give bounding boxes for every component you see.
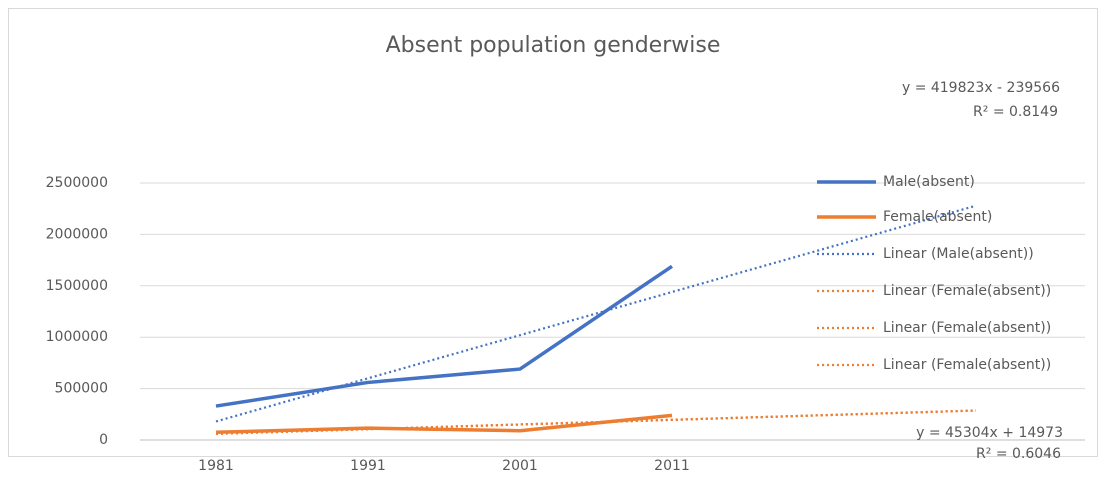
y-tick-label: 2000000 — [46, 226, 108, 242]
y-tick-label: 0 — [99, 432, 108, 448]
trendline-r2: R² = 0.6046 — [976, 446, 1061, 462]
y-tick-label: 2500000 — [46, 175, 108, 191]
series-line — [215, 264, 673, 408]
x-tick-label: 1981 — [198, 458, 234, 474]
x-tick-label: 2011 — [654, 458, 690, 474]
legend-label: Female(absent) — [883, 209, 992, 225]
trendline-equation: y = 419823x - 239566 — [902, 80, 1060, 96]
chart-title: Absent population genderwise — [386, 33, 721, 58]
y-tick-label: 500000 — [55, 381, 108, 397]
y-tick-label: 1500000 — [46, 278, 108, 294]
x-tick-label: 1991 — [350, 458, 386, 474]
legend-label: Linear (Female(absent)) — [883, 320, 1051, 336]
series-line — [215, 413, 673, 435]
legend-label: Male(absent) — [883, 174, 975, 190]
chart-frame — [8, 8, 1098, 457]
y-tick-label: 1000000 — [46, 329, 108, 345]
legend-label: Linear (Male(absent)) — [883, 246, 1034, 262]
legend-label: Linear (Female(absent)) — [883, 283, 1051, 299]
x-tick-label: 2001 — [502, 458, 538, 474]
legend-label: Linear (Female(absent)) — [883, 357, 1051, 373]
trendline-r2: R² = 0.8149 — [973, 104, 1058, 120]
trendline-equation: y = 45304x + 14973 — [916, 425, 1063, 441]
